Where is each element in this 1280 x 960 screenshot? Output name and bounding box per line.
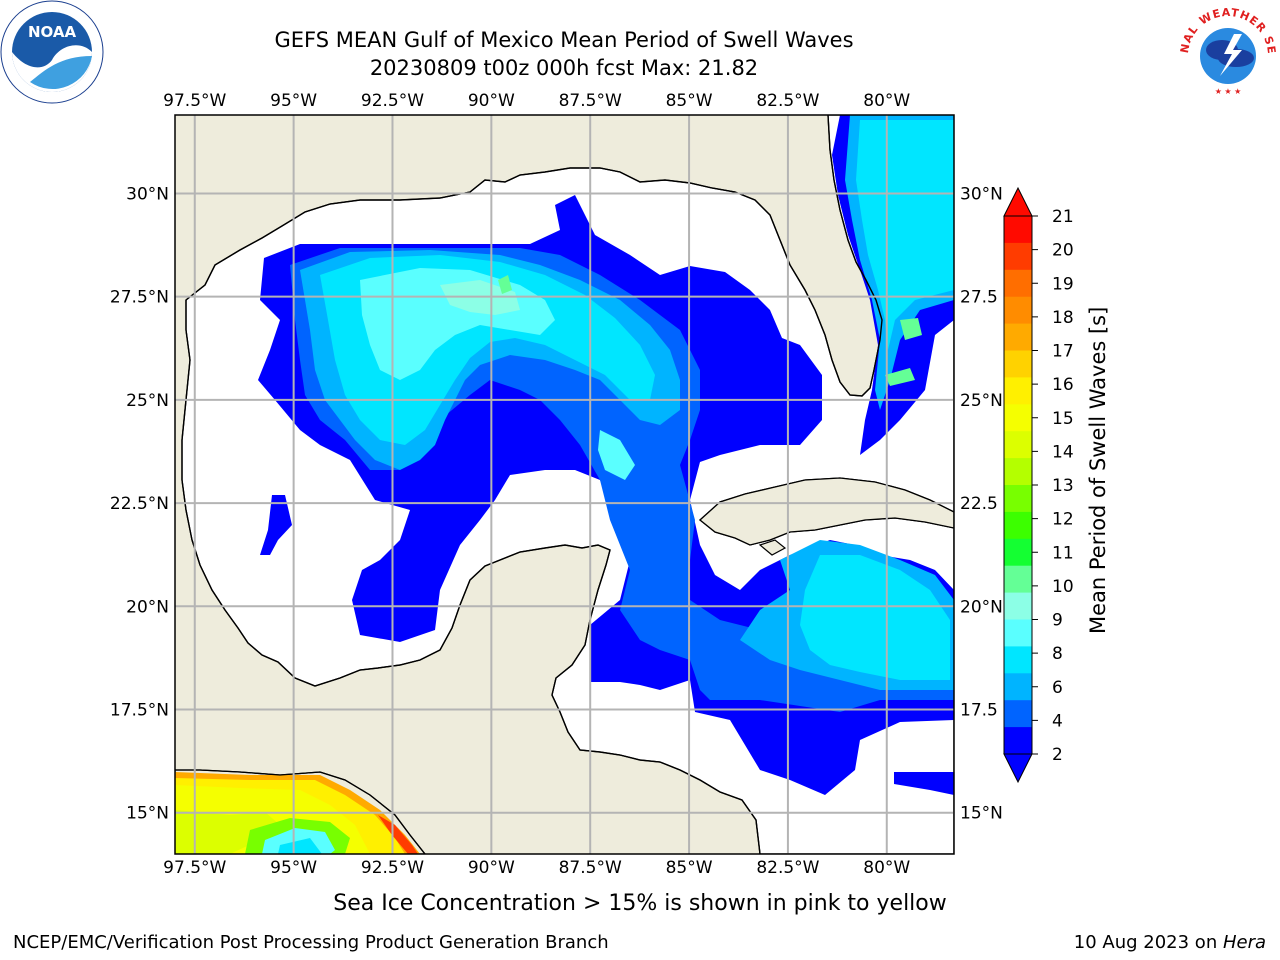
map-tick-labels: 97.5°W 97.5°W 95°W 95°W 92.5°W 92.5°W 90°W 90°W… [110,91,1003,878]
svg-text:★ ★ ★: ★ ★ ★ [1215,87,1242,96]
footer-date: 10 Aug 2023 on Hera [1074,932,1266,953]
colorbar-box [1004,296,1032,325]
colorbar-box [1004,404,1032,432]
colorbar-tick-label: 14 [1052,442,1074,462]
colorbar-box [1004,216,1032,244]
lon-label-bottom: 85°W [666,858,713,878]
lat-label-left: 25°N [126,391,169,411]
swell-period-fields [175,115,954,854]
lon-label-bottom: 87.5°W [559,858,622,878]
colorbar-tick-label: 13 [1052,476,1074,496]
lon-label-bottom: 90°W [468,858,515,878]
colorbar-tick-label: 12 [1052,510,1074,530]
colorbar-tick-label: 8 [1052,644,1063,664]
chart-title: GEFS MEAN Gulf of Mexico Mean Period of … [274,28,854,52]
sea-ice-note: Sea Ice Concentration > 15% is shown in … [333,891,947,916]
lat-label-right: 30°N [960,184,1003,204]
lat-label-right: 22.5 [960,494,998,514]
isla-juventud [758,539,787,556]
us-coastline [185,115,883,397]
lat-label-right: 17.5 [960,701,998,721]
colorbar-tick-label: 16 [1052,375,1074,395]
colorbar-boxes [1003,186,1033,784]
lat-label-left: 30°N [126,184,169,204]
colorbar-tick-label: 20 [1052,241,1074,261]
colorbar-box [1004,592,1032,620]
map-plot-area [175,115,954,854]
colorbar-tick-label: 9 [1052,611,1063,631]
colorbar-box [1004,646,1032,674]
lat-label-left: 27.5°N [110,288,169,308]
map-frame [174,114,955,855]
colorbar-box [1004,377,1032,405]
colorbar-tick-label: 2 [1052,745,1063,765]
colorbar-max-extension [1003,186,1033,217]
colorbar-box [1004,700,1032,728]
noaa-logo-text: NOAA [28,23,77,41]
colorbar-tick-label: 18 [1052,308,1074,328]
lon-label-top: 82.5°W [756,91,819,111]
footer-branch: NCEP/EMC/Verification Post Processing Pr… [13,932,609,953]
colorbar-box [1004,350,1032,378]
lon-label-top: 97.5°W [163,91,226,111]
lon-label-top: 85°W [666,91,713,111]
colorbar-box [1004,619,1032,647]
nws-logo: NATIONAL WEATHER SERVICE ★ ★ ★ [1171,0,1280,104]
lon-label-bottom: 92.5°W [361,858,424,878]
lat-label-right: 15°N [960,804,1003,824]
colorbar-box [1004,673,1032,701]
lon-label-top: 87.5°W [559,91,622,111]
lon-label-top: 95°W [270,91,317,111]
lon-label-bottom: 80°W [863,858,910,878]
lat-label-left: 17.5°N [110,701,169,721]
colorbar-box [1004,323,1032,351]
lon-label-bottom: 97.5°W [163,858,226,878]
lat-label-left: 15°N [126,804,169,824]
lon-label-top: 80°W [863,91,910,111]
colorbar-box [1004,727,1032,755]
colorbar-tick-label: 15 [1052,409,1074,429]
colorbar-tick-label: 21 [1052,207,1074,227]
footer-date-text: 10 Aug 2023 on [1073,932,1223,953]
colorbar-title: Mean Period of Swell Waves [s] [1086,306,1110,634]
lat-label-right: 27.5 [960,288,998,308]
colorbar-box [1004,511,1032,540]
colorbar-min-extension [1003,753,1033,784]
colorbar-tick-label: 17 [1052,342,1074,362]
colorbar-tick-label: 10 [1052,577,1074,597]
footer-machine: Hera [1222,932,1266,953]
colorbar-tick-label: 6 [1052,678,1063,698]
noaa-logo: NOAA [0,0,104,104]
colorbar-box [1004,431,1032,459]
colorbar-ticks: 21 20 19 18 17 16 15 14 13 12 11 10 9 8 6 4 2 [1032,207,1074,765]
lat-label-right: 25°N [960,391,1003,411]
lon-label-top: 92.5°W [361,91,424,111]
colorbar-box [1004,242,1032,271]
chart-subtitle: 20230809 t00z 000h fcst Max: 21.82 [369,56,759,80]
lon-label-bottom: 82.5°W [756,858,819,878]
honduras-coastline [175,769,426,854]
colorbar-box [1004,269,1032,298]
colorbar-box [1004,485,1032,513]
colorbar-tick-label: 11 [1052,543,1074,563]
colorbar-box [1004,565,1032,594]
lon-label-top: 90°W [468,91,515,111]
lon-label-bottom: 95°W [270,858,317,878]
lat-label-left: 22.5°N [110,494,169,514]
mexico-coastline [181,300,761,854]
colorbar-tick-label: 4 [1052,711,1063,731]
lat-label-right: 20°N [960,597,1003,617]
lat-label-left: 20°N [126,597,169,617]
map-gridlines [175,115,954,854]
colorbar-box [1004,538,1032,567]
colorbar-box [1004,458,1032,486]
cuba-outline [698,477,954,546]
colorbar-tick-label: 19 [1052,274,1074,294]
